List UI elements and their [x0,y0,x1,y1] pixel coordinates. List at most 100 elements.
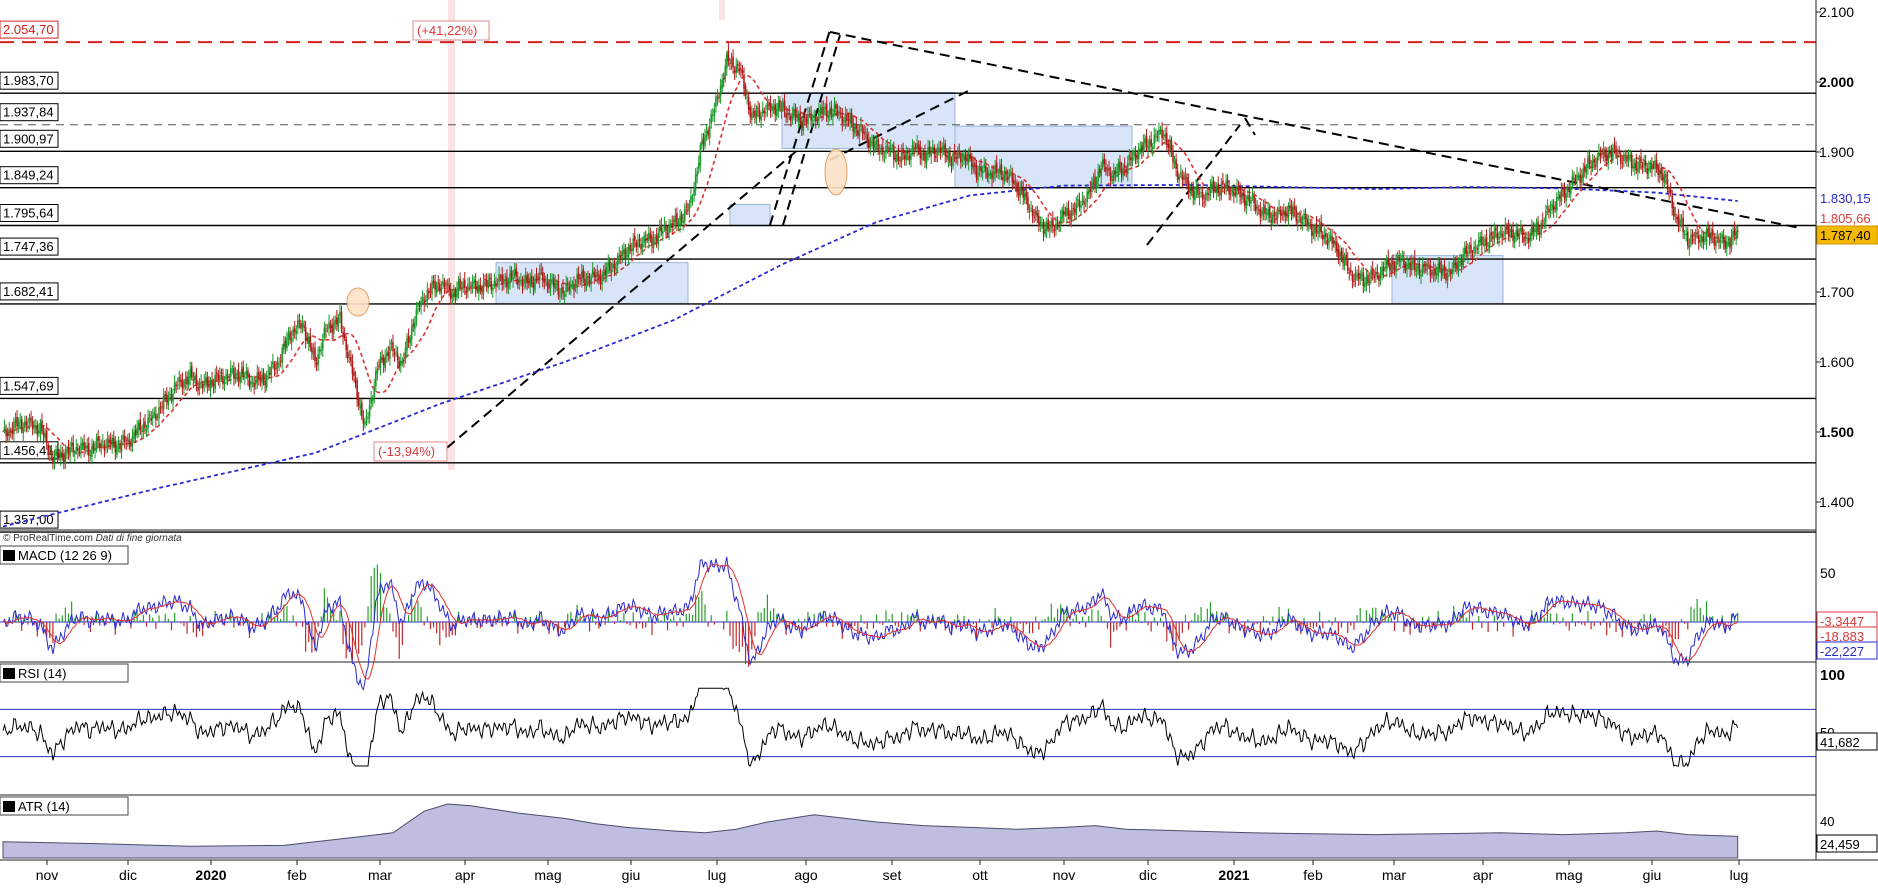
candle-body [432,280,435,284]
candle-body [872,139,875,149]
candle-body [404,347,407,360]
level-label: 1.795,64 [0,204,59,222]
macd-signal-line [2,563,1739,680]
candle-body [707,130,709,136]
candle-body [978,166,981,171]
candle-body [615,268,617,271]
candle-body [1147,145,1149,150]
candle-body [722,77,725,80]
candle-body [1607,152,1610,164]
candle-body [970,156,973,167]
candle-body [215,372,218,374]
candle-body [1577,176,1580,178]
candle-body [1566,187,1569,192]
candle-body [1596,156,1599,166]
candle-body [142,423,145,432]
candle-body [1180,172,1182,175]
candle-body [1251,194,1254,198]
candle-body [1222,180,1224,185]
candle-body [666,232,669,236]
candle-body [1470,244,1472,254]
candle-body [339,312,341,316]
candle-body [619,255,622,259]
candle-body [1526,238,1528,240]
candle-body [1708,232,1711,239]
candle-body [1467,250,1469,257]
candle-body [855,124,858,129]
candle-body [1421,264,1424,273]
candle-body [524,275,527,283]
candle-body [538,271,541,281]
candle-body [304,327,307,341]
panel-title-box [0,545,129,565]
candle-body [1449,271,1452,275]
candle-body [1267,209,1269,216]
candle-body [375,371,377,387]
candle-body [1495,227,1497,231]
candle-body [415,308,418,323]
candle-body [747,97,750,110]
level-label-text: 1.900,97 [3,131,54,146]
candle-body [992,171,995,179]
candle-body [1122,167,1124,178]
candle-body [955,156,957,160]
level-label: 1.983,70 [0,71,59,90]
candle-body [769,102,772,112]
candle-body [1541,220,1544,222]
y-tick-label: 1.500 [1819,424,1854,440]
candle-body [704,134,706,147]
candle-body [1674,214,1677,216]
candle-body [634,235,636,241]
candle-body [1346,258,1349,271]
candle-body [1652,166,1655,168]
candle-body [292,329,294,337]
candle-body [844,114,847,123]
candle-body [1387,257,1390,265]
candle-body [1401,255,1404,258]
annotation-loss: (-13,94%) [373,441,448,462]
candle-body [75,446,78,451]
candle-body [939,147,942,154]
trendline [1244,117,1256,136]
candle-body [73,453,76,455]
level-label-box [0,166,59,185]
candle-body [1722,236,1725,243]
x-tick-label: mag [534,867,561,883]
candle-body [510,270,513,278]
candle-body [1128,155,1131,161]
candle-body [916,142,918,149]
candle-body [1565,193,1567,201]
candle-body [1214,189,1216,191]
candle-body [565,282,567,292]
candle-body [886,146,889,148]
candle-body [911,145,914,153]
candle-body [1233,191,1235,196]
candle-body [740,68,742,70]
candle-body [102,441,104,443]
candle-body [184,379,187,385]
panel-title: RSI (14) [0,663,129,683]
candle-body [1574,178,1577,182]
candle-body [482,280,485,295]
candle-body [1097,171,1099,181]
candle-body [730,58,733,64]
highlight-band [719,0,725,20]
candle-body [1240,192,1243,200]
candle-body [761,109,764,114]
candle-body [1496,233,1499,241]
rsi-y-tick: 100 [1820,667,1845,684]
candle-body [3,426,6,430]
candle-body [279,361,282,363]
candle-body [607,262,610,267]
candle-body [835,104,837,109]
candle-body [1169,142,1171,151]
candle-body [1024,193,1026,201]
candle-body [1184,174,1187,180]
candle-body [648,232,650,241]
candle-body [515,268,518,277]
candle-body [1357,272,1360,280]
candle-body [1535,224,1538,233]
candle-body [966,158,968,162]
candle-body [599,276,602,284]
